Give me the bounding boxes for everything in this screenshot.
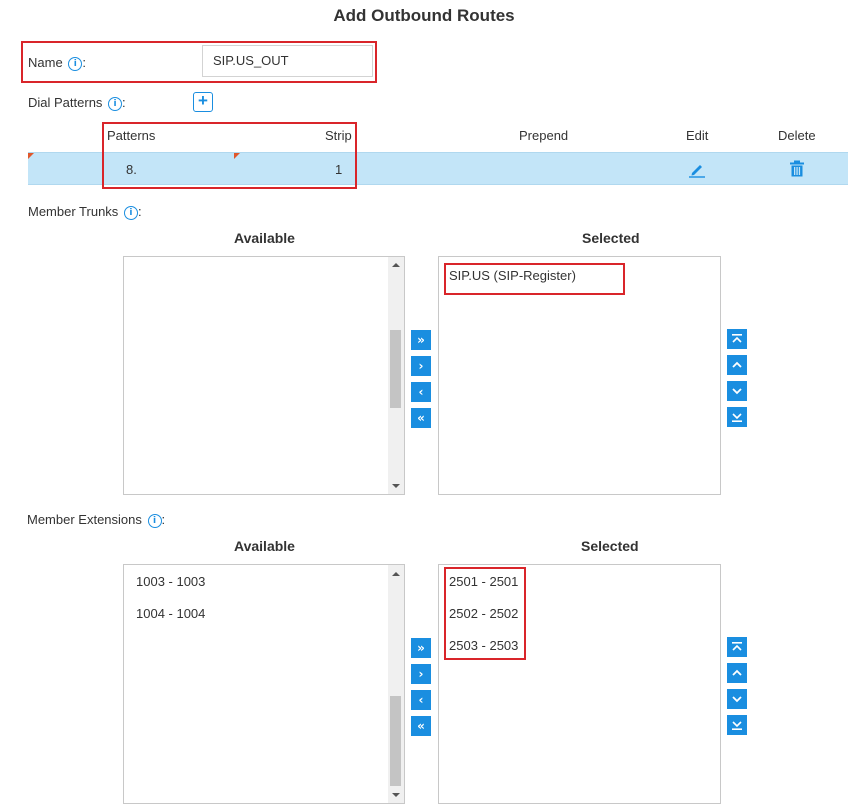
member-trunks-label-group: Member Trunks i: bbox=[28, 204, 142, 220]
trunks-move-all-left-button[interactable]: « bbox=[411, 408, 431, 428]
member-trunks-label: Member Trunks bbox=[28, 204, 119, 219]
double-chevron-left-icon: « bbox=[417, 411, 425, 425]
chevron-up-icon bbox=[732, 669, 742, 676]
member-extensions-label: Member Extensions bbox=[27, 512, 142, 527]
dial-patterns-label-group: Dial Patterns i: bbox=[28, 95, 126, 111]
edit-button[interactable] bbox=[688, 160, 706, 178]
info-icon[interactable]: i bbox=[147, 514, 162, 528]
member-extensions-colon: : bbox=[161, 512, 166, 527]
trunks-move-up-button[interactable] bbox=[727, 355, 747, 375]
move-bottom-icon bbox=[732, 413, 742, 422]
col-header-prepend: Prepend bbox=[519, 128, 569, 143]
chevron-down-icon bbox=[732, 388, 742, 395]
move-top-icon bbox=[732, 334, 742, 343]
edited-cell-marker bbox=[234, 153, 240, 159]
pencil-icon bbox=[689, 165, 705, 178]
list-item[interactable]: 2503 - 2503 bbox=[449, 638, 519, 653]
member-trunks-colon: : bbox=[137, 204, 142, 219]
double-chevron-right-icon: » bbox=[417, 333, 425, 347]
trunks-available-list[interactable] bbox=[123, 256, 405, 495]
extensions-move-down-button[interactable] bbox=[727, 689, 747, 709]
name-colon: : bbox=[82, 55, 86, 70]
trunks-move-top-button[interactable] bbox=[727, 329, 747, 349]
trunks-move-down-button[interactable] bbox=[727, 381, 747, 401]
trunks-move-bottom-button[interactable] bbox=[727, 407, 747, 427]
trunks-selected-list[interactable] bbox=[438, 256, 721, 495]
info-icon[interactable]: i bbox=[68, 57, 83, 71]
col-header-delete: Delete bbox=[778, 128, 816, 143]
name-highlight-box bbox=[21, 41, 377, 83]
list-item[interactable]: 2501 - 2501 bbox=[449, 574, 519, 589]
col-header-strip: Strip bbox=[325, 128, 352, 143]
page-title: Add Outbound Routes bbox=[333, 6, 515, 25]
strip-cell[interactable]: 1 bbox=[335, 162, 343, 177]
extensions-available-list[interactable] bbox=[123, 564, 405, 804]
table-row[interactable] bbox=[28, 152, 848, 185]
info-icon[interactable]: i bbox=[123, 206, 138, 220]
extensions-move-all-right-button[interactable]: » bbox=[411, 638, 431, 658]
name-label-group: Name i: bbox=[28, 55, 86, 71]
pattern-cell[interactable]: 8. bbox=[126, 162, 137, 177]
double-chevron-left-icon: « bbox=[417, 719, 425, 733]
trunks-selected-title: Selected bbox=[582, 230, 640, 246]
member-extensions-label-group: Member Extensions i: bbox=[27, 512, 165, 528]
col-header-patterns: Patterns bbox=[107, 128, 156, 143]
scroll-up-arrow-icon[interactable] bbox=[392, 263, 400, 267]
trunks-available-title: Available bbox=[234, 230, 295, 246]
extensions-move-bottom-button[interactable] bbox=[727, 715, 747, 735]
add-pattern-button[interactable]: + bbox=[193, 92, 213, 112]
scroll-up-arrow-icon[interactable] bbox=[392, 572, 400, 576]
extensions-move-all-left-button[interactable]: « bbox=[411, 716, 431, 736]
delete-button[interactable] bbox=[789, 160, 805, 177]
pattern-highlight-box bbox=[102, 122, 357, 189]
trunk-highlight-box bbox=[444, 263, 625, 295]
chevron-left-icon: ‹ bbox=[418, 693, 424, 707]
list-item[interactable]: SIP.US (SIP-Register) bbox=[449, 268, 576, 283]
extensions-move-right-button[interactable]: › bbox=[411, 664, 431, 684]
scrollbar-thumb[interactable] bbox=[390, 696, 401, 786]
extensions-selected-title: Selected bbox=[581, 538, 639, 554]
double-chevron-right-icon: » bbox=[417, 641, 425, 655]
chevron-right-icon: › bbox=[418, 359, 424, 373]
list-item[interactable]: 1004 - 1004 bbox=[136, 606, 206, 621]
col-header-edit: Edit bbox=[686, 128, 709, 143]
scroll-down-arrow-icon[interactable] bbox=[392, 484, 400, 488]
list-item[interactable]: 1003 - 1003 bbox=[136, 574, 206, 589]
move-top-icon bbox=[732, 642, 742, 651]
extensions-available-title: Available bbox=[234, 538, 295, 554]
dial-patterns-label: Dial Patterns bbox=[28, 95, 103, 110]
chevron-down-icon bbox=[732, 696, 742, 703]
trunks-move-all-right-button[interactable]: » bbox=[411, 330, 431, 350]
name-label: Name bbox=[28, 55, 63, 70]
name-input[interactable]: SIP.US_OUT bbox=[202, 45, 373, 77]
trash-icon bbox=[790, 160, 804, 177]
trunks-move-right-button[interactable]: › bbox=[411, 356, 431, 376]
list-item[interactable]: 2502 - 2502 bbox=[449, 606, 519, 621]
move-bottom-icon bbox=[732, 721, 742, 730]
scroll-down-arrow-icon[interactable] bbox=[392, 793, 400, 797]
chevron-right-icon: › bbox=[418, 667, 424, 681]
extensions-move-up-button[interactable] bbox=[727, 663, 747, 683]
chevron-left-icon: ‹ bbox=[418, 385, 424, 399]
chevron-up-icon bbox=[732, 361, 742, 368]
trunks-move-left-button[interactable]: ‹ bbox=[411, 382, 431, 402]
dial-patterns-colon: : bbox=[122, 95, 126, 110]
plus-icon: + bbox=[198, 91, 208, 110]
edited-cell-marker bbox=[28, 153, 34, 159]
scrollbar-thumb[interactable] bbox=[390, 330, 401, 408]
extensions-move-left-button[interactable]: ‹ bbox=[411, 690, 431, 710]
extensions-move-top-button[interactable] bbox=[727, 637, 747, 657]
info-icon[interactable]: i bbox=[108, 97, 123, 111]
extensions-highlight-box bbox=[444, 567, 526, 660]
extensions-selected-list[interactable] bbox=[438, 564, 721, 804]
